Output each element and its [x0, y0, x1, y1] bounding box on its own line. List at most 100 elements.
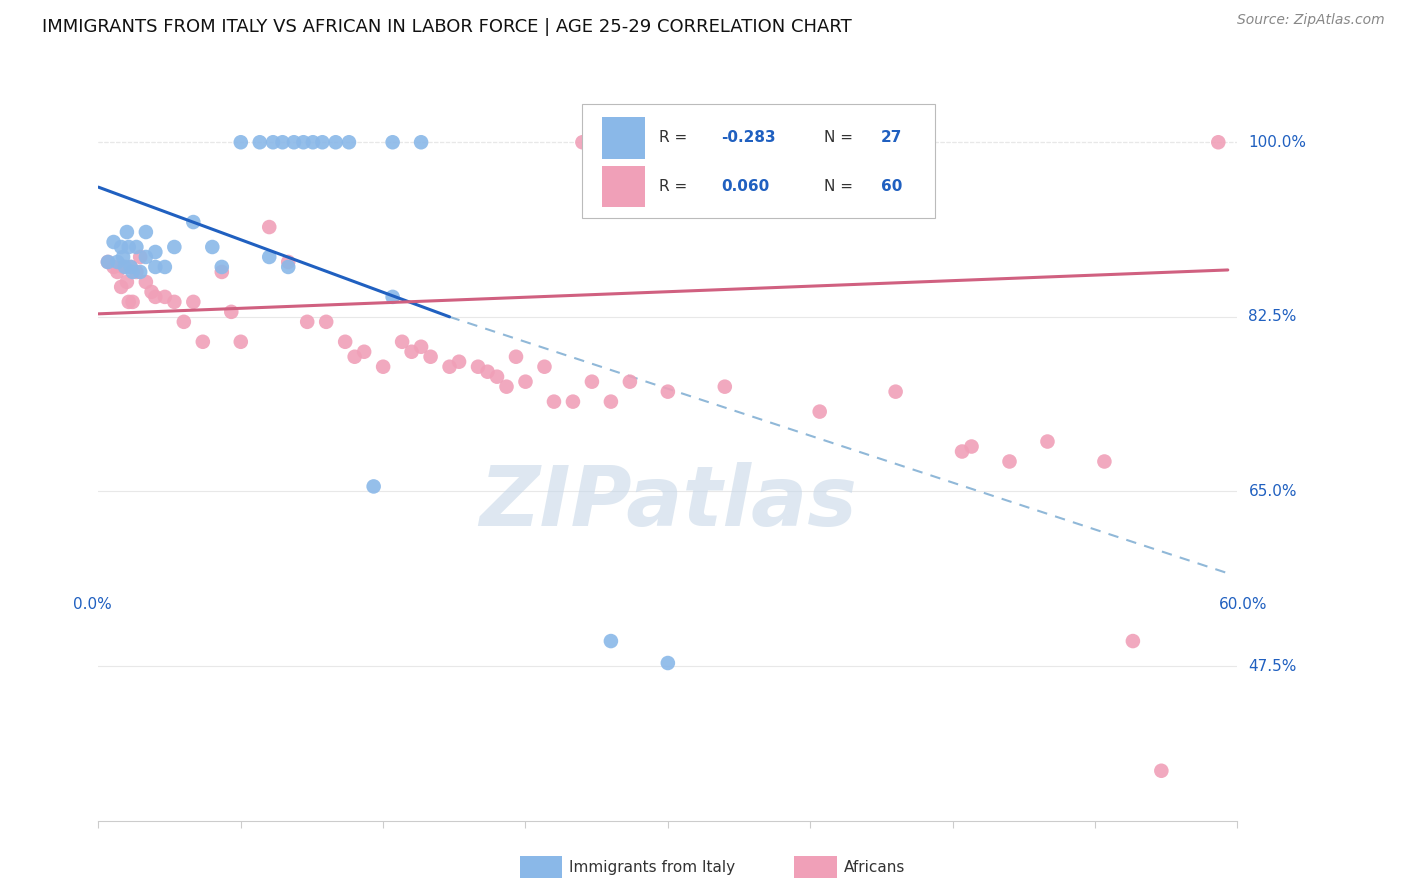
Point: [191, 334, 214, 349]
Text: 60.0%: 60.0%: [1219, 597, 1267, 612]
Point: [112, 260, 135, 274]
Text: Source: ZipAtlas.com: Source: ZipAtlas.com: [1237, 13, 1385, 28]
Point: [114, 260, 136, 274]
Point: [685, 145, 707, 160]
Text: Immigrants from Italy: Immigrants from Italy: [569, 860, 735, 874]
Point: [600, 394, 623, 409]
Point: [562, 394, 585, 409]
Point: [145, 290, 167, 304]
Point: [120, 260, 142, 274]
Point: [657, 160, 679, 174]
Bar: [602, 117, 645, 159]
Point: [183, 294, 205, 309]
Text: N =: N =: [824, 179, 858, 194]
Point: [1208, 135, 1230, 149]
Point: [950, 444, 973, 458]
Point: [657, 384, 679, 399]
Point: [600, 634, 623, 648]
Point: [325, 135, 347, 149]
Point: [211, 265, 233, 279]
Bar: [602, 166, 645, 207]
Point: [173, 315, 195, 329]
Point: [103, 260, 125, 274]
Text: R =: R =: [659, 130, 692, 145]
Point: [581, 375, 603, 389]
Text: ZIPatlas: ZIPatlas: [479, 462, 856, 542]
Point: [449, 355, 471, 369]
Point: [115, 225, 138, 239]
Point: [125, 240, 148, 254]
Point: [183, 215, 205, 229]
Point: [714, 379, 737, 393]
Point: [145, 260, 167, 274]
Point: [145, 244, 167, 259]
Point: [153, 260, 176, 274]
Text: 0.0%: 0.0%: [73, 597, 112, 612]
Point: [107, 265, 129, 279]
Point: [125, 265, 148, 279]
Point: [467, 359, 489, 374]
Point: [135, 275, 157, 289]
Point: [115, 275, 138, 289]
Point: [110, 240, 132, 254]
Point: [1150, 764, 1173, 778]
Text: R =: R =: [659, 179, 692, 194]
Point: [363, 479, 385, 493]
Point: [97, 255, 120, 269]
Point: [163, 240, 186, 254]
Text: 0.060: 0.060: [721, 179, 769, 194]
Point: [495, 379, 517, 393]
Point: [411, 135, 433, 149]
Point: [211, 260, 233, 274]
Point: [249, 135, 271, 149]
Point: [533, 359, 555, 374]
Text: -0.283: -0.283: [721, 130, 776, 145]
Text: Africans: Africans: [844, 860, 905, 874]
Point: [1122, 634, 1144, 648]
Point: [419, 350, 441, 364]
Point: [107, 255, 129, 269]
Point: [391, 334, 413, 349]
Point: [543, 394, 565, 409]
Point: [343, 350, 366, 364]
Point: [884, 384, 907, 399]
Point: [259, 220, 281, 235]
Point: [153, 290, 176, 304]
Point: [262, 135, 284, 149]
Text: 27: 27: [880, 130, 903, 145]
Point: [221, 305, 243, 319]
Text: 47.5%: 47.5%: [1249, 658, 1296, 673]
Point: [998, 454, 1021, 468]
Point: [229, 135, 252, 149]
Point: [292, 135, 315, 149]
Point: [353, 344, 375, 359]
Point: [229, 334, 252, 349]
Point: [121, 294, 143, 309]
Point: [277, 255, 299, 269]
Point: [337, 135, 360, 149]
Point: [271, 135, 294, 149]
Point: [401, 344, 423, 359]
Point: [619, 375, 641, 389]
Point: [657, 656, 679, 670]
Point: [515, 375, 537, 389]
Point: [960, 440, 983, 454]
Point: [110, 280, 132, 294]
Point: [283, 135, 305, 149]
Point: [135, 250, 157, 264]
Point: [163, 294, 186, 309]
Text: IMMIGRANTS FROM ITALY VS AFRICAN IN LABOR FORCE | AGE 25-29 CORRELATION CHART: IMMIGRANTS FROM ITALY VS AFRICAN IN LABO…: [42, 18, 852, 36]
Point: [1094, 454, 1116, 468]
Text: 82.5%: 82.5%: [1249, 310, 1296, 325]
Point: [505, 350, 527, 364]
Text: 100.0%: 100.0%: [1249, 135, 1306, 150]
Point: [97, 255, 120, 269]
Point: [315, 315, 337, 329]
Point: [808, 404, 831, 418]
Point: [129, 265, 152, 279]
Text: 60: 60: [880, 179, 903, 194]
Text: 65.0%: 65.0%: [1249, 484, 1296, 499]
Point: [381, 135, 404, 149]
Point: [571, 135, 593, 149]
Point: [302, 135, 325, 149]
